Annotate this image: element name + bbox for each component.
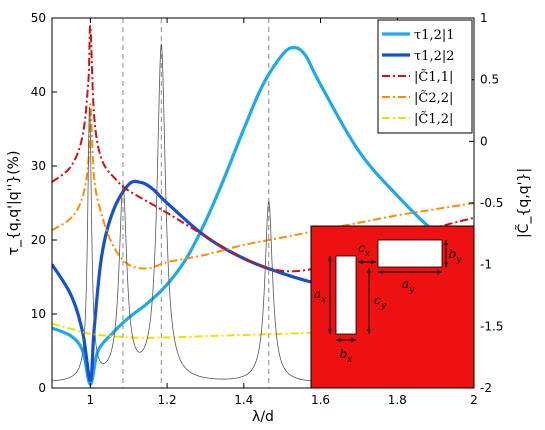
inset-arrowhead bbox=[371, 260, 376, 264]
y-right-tick-label: 0 bbox=[480, 134, 488, 148]
y-right-tick-label: -0.5 bbox=[480, 196, 503, 210]
legend-label: τ1,2|2 bbox=[414, 49, 455, 64]
inset-arrowhead bbox=[336, 338, 341, 342]
inset-label-cx: cx bbox=[358, 241, 370, 259]
x-tick-label: 1 bbox=[87, 393, 95, 407]
inset-arrowhead bbox=[367, 268, 371, 273]
inset-arrowhead bbox=[444, 240, 448, 245]
x-tick-label: 2 bbox=[470, 393, 478, 407]
legend-label: |C̃1,2| bbox=[414, 111, 453, 127]
inset-arrowhead bbox=[444, 262, 448, 267]
series-line-4 bbox=[52, 322, 474, 339]
legend-label: τ1,2|1 bbox=[414, 28, 455, 43]
inset-arrowhead bbox=[367, 329, 371, 334]
inset-slot-horizontal bbox=[377, 239, 443, 268]
y-right-tick-label: -2 bbox=[480, 381, 492, 395]
legend-label: |C̃1,1| bbox=[414, 69, 453, 85]
axis-titles: λ/d τ_{q,q'|q''}(%) |C̃_{q,q'}| bbox=[6, 151, 532, 425]
inset-label-ay: ay bbox=[402, 277, 415, 295]
inset-arrowhead bbox=[351, 338, 356, 342]
y-left-tick-label: 0 bbox=[38, 381, 46, 395]
x-tick-label: 1.6 bbox=[311, 393, 330, 407]
inset-slot-vertical bbox=[335, 255, 357, 335]
inset-label-bx: bx bbox=[340, 347, 353, 365]
inset-label-ax: ax bbox=[314, 287, 326, 305]
y-right-tick-label: 0.5 bbox=[480, 73, 499, 87]
y-left-tick-label: 50 bbox=[31, 11, 46, 25]
inset-arrowhead bbox=[437, 270, 442, 274]
y-right-tick-label: 1 bbox=[480, 11, 488, 25]
inset-arrowhead bbox=[378, 270, 383, 274]
inset-label-cy: cy bbox=[374, 293, 387, 311]
y-left-tick-label: 40 bbox=[31, 85, 46, 99]
series-line-0 bbox=[52, 46, 474, 386]
y-left-tick-label: 30 bbox=[31, 159, 46, 173]
inset-arrowhead bbox=[328, 256, 332, 261]
x-tick-label: 1.2 bbox=[158, 393, 177, 407]
y-left-tick-label: 20 bbox=[31, 233, 46, 247]
x-tick-label: 1.8 bbox=[388, 393, 407, 407]
y-left-axis-title: τ_{q,q'|q''}(%) bbox=[6, 151, 22, 256]
y-right-tick-label: -1 bbox=[480, 258, 492, 272]
axes bbox=[51, 17, 475, 389]
inset-arrowhead bbox=[358, 260, 363, 264]
inset-label-by: by bbox=[449, 247, 463, 265]
y-right-axis-title: |C̃_{q,q'}| bbox=[515, 168, 532, 238]
x-axis-title: λ/d bbox=[252, 409, 274, 425]
x-tick-label: 1.4 bbox=[234, 393, 253, 407]
y-left-tick-label: 10 bbox=[31, 307, 46, 321]
legend: τ1,2|1 τ1,2|2 |C̃1,1| |C̃2,2| |C̃1,2| bbox=[377, 19, 473, 134]
legend-label: |C̃2,2| bbox=[414, 90, 453, 106]
y-right-tick-label: -1.5 bbox=[480, 319, 503, 333]
inset-arrowhead bbox=[328, 329, 332, 334]
